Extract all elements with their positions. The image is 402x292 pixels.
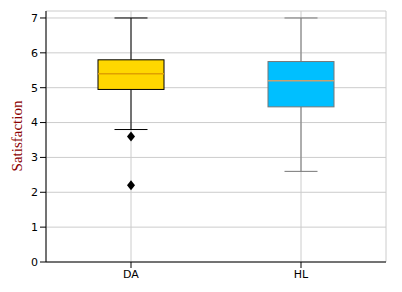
svg-text:5: 5 — [31, 82, 38, 95]
svg-text:0: 0 — [31, 256, 38, 269]
svg-text:HL: HL — [294, 268, 309, 281]
svg-text:6: 6 — [31, 47, 38, 60]
svg-text:DA: DA — [123, 268, 139, 281]
svg-text:1: 1 — [31, 221, 38, 234]
svg-text:4: 4 — [31, 116, 38, 129]
svg-text:7: 7 — [31, 12, 38, 25]
svg-text:3: 3 — [31, 151, 38, 164]
html-text:Satisfaction: Satisfaction — [8, 100, 25, 172]
svg-text:2: 2 — [31, 186, 38, 199]
